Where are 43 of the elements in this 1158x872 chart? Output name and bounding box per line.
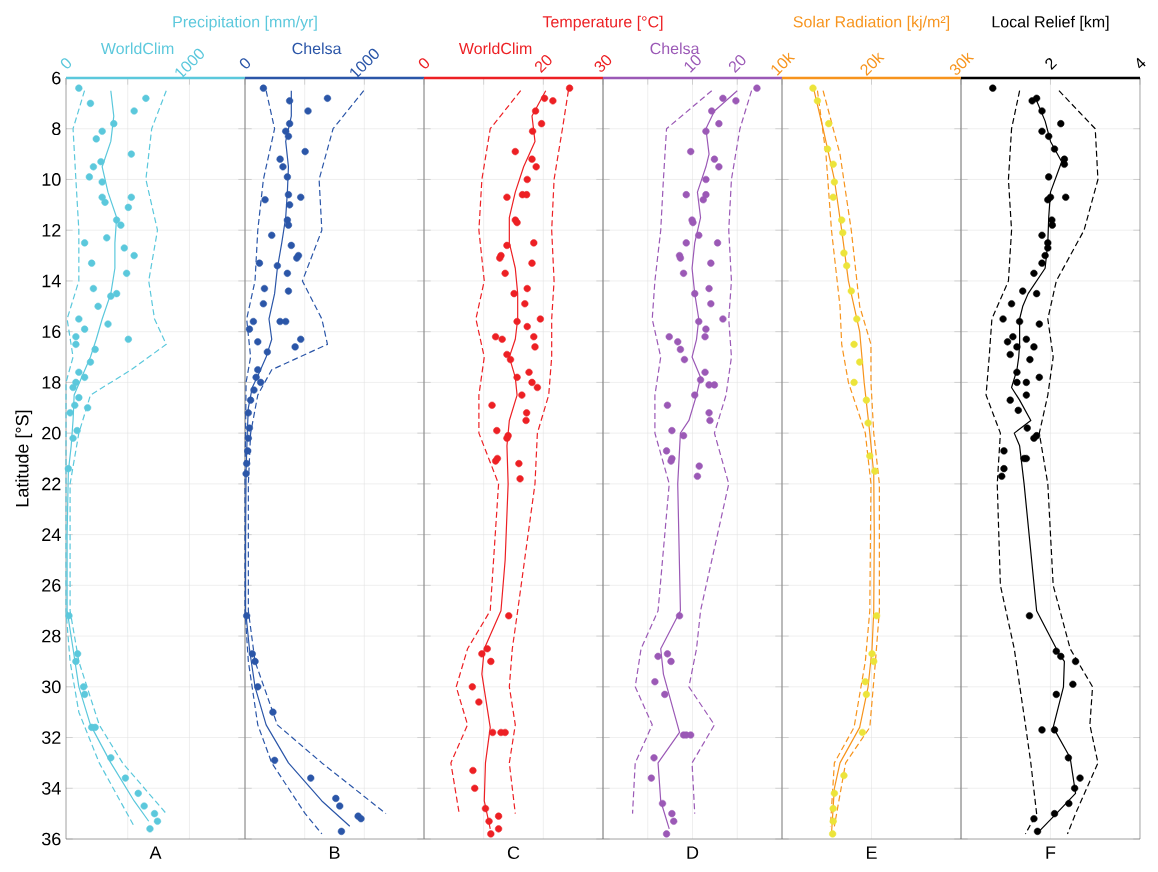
x-tick-label: 2 [1045,58,1058,70]
chart-subtitle: WorldClim [458,42,532,55]
x-axis-title: F [1046,846,1056,859]
x-axis-title: A [149,846,162,859]
x-axis-title: E [866,846,877,859]
x-tick-label: 30k [949,52,975,75]
y-tick-label: 6 [52,71,61,85]
y-axis-title: Latitude [°S] [15,410,33,507]
x-axis-title: D [687,846,699,859]
y-tick-label: 24 [42,528,61,541]
chart-title: Precipitation [mm/yr] [173,15,317,31]
x-tick-label: 20 [728,55,746,73]
chart-subtitle: Chelsa [292,42,342,55]
x-tick-label: 0 [60,58,72,69]
x-tick-label: 0 [418,58,430,69]
x-tick-label: 10k [771,52,796,76]
y-tick-label: 28 [42,629,61,643]
chart-subtitle: Chelsa [650,42,700,55]
y-tick-label: 10 [42,173,61,186]
chart-title: Solar Radiation [kj/m²] [793,15,950,31]
chart-title: Temperature [°C] [542,15,663,31]
x-tick-label: 10 [684,55,701,73]
y-tick-label: 30 [41,680,61,694]
x-tick-label: 20k [860,52,885,76]
chart-subtitle: WorldClim [100,42,174,55]
y-tick-label: 14 [42,274,61,288]
y-tick-label: 12 [42,223,61,237]
chart-title: Local Relief [km] [992,15,1109,31]
x-tick-label: 4 [1136,57,1146,69]
y-tick-label: 8 [52,122,61,136]
y-tick-label: 36 [41,832,61,846]
x-tick-label: 30 [594,55,612,72]
x-tick-label: 20 [534,55,552,73]
x-axis-title: C [507,846,520,860]
x-tick-label: 0 [239,58,251,69]
y-tick-label: 22 [42,477,61,491]
y-tick-label: 20 [42,426,61,440]
y-tick-label: 34 [41,781,61,795]
y-tick-label: 18 [42,376,61,389]
y-tick-label: 16 [42,325,61,339]
y-tick-label: 32 [41,731,61,744]
x-axis-title: B [329,846,340,859]
y-tick-label: 26 [42,578,61,592]
